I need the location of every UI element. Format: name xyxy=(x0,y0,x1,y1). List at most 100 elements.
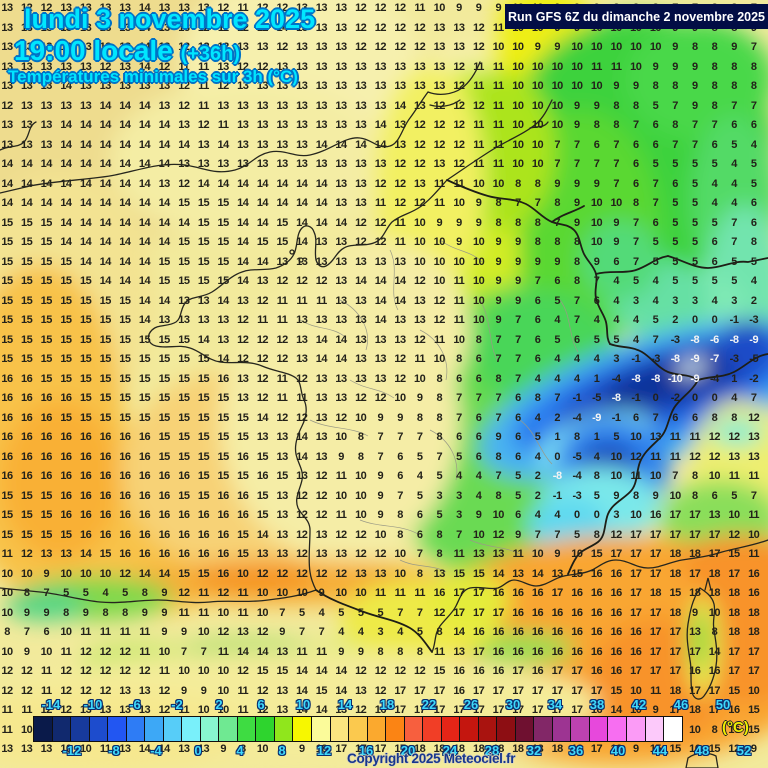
temp-value: 15 xyxy=(119,295,131,307)
temp-value: 10 xyxy=(21,724,33,736)
temp-value: 15 xyxy=(178,275,190,287)
temp-value: 18 xyxy=(728,607,740,619)
temp-value: 12 xyxy=(611,529,623,541)
temp-value: 13 xyxy=(100,704,112,716)
temp-value: 15 xyxy=(591,548,603,560)
temp-value: 9 xyxy=(495,236,501,248)
temp-value: 13 xyxy=(414,80,426,92)
temp-value: 4 xyxy=(712,178,718,190)
temp-value: 7 xyxy=(397,431,403,443)
temp-value: 15 xyxy=(21,529,33,541)
temp-value: 14 xyxy=(139,139,151,151)
temp-value: 8 xyxy=(436,548,442,560)
temp-value: 18 xyxy=(296,724,308,736)
temp-value: 15 xyxy=(41,373,53,385)
temp-value: 13 xyxy=(1,743,13,755)
temp-value: 10 xyxy=(611,41,623,53)
temp-value: 5 xyxy=(554,295,560,307)
temp-value: 13 xyxy=(296,61,308,73)
temp-value: 16 xyxy=(237,490,249,502)
temp-value: 11 xyxy=(336,470,347,482)
temp-value: 4 xyxy=(397,626,403,638)
temp-value: 9 xyxy=(24,607,30,619)
temp-value: -8 xyxy=(631,373,640,385)
temp-value: 8 xyxy=(397,529,403,541)
temp-value: 17 xyxy=(630,529,642,541)
temp-value: 13 xyxy=(414,178,426,190)
temp-value: 12 xyxy=(218,2,230,14)
temp-value: 7 xyxy=(751,392,757,404)
temp-value: 5 xyxy=(712,158,718,170)
temp-value: 14 xyxy=(296,217,308,229)
temp-value: 14 xyxy=(41,178,53,190)
temp-value: 12 xyxy=(1,100,13,112)
temp-value: 15 xyxy=(1,295,13,307)
temp-value: 12 xyxy=(355,236,367,248)
temp-value: 6 xyxy=(672,412,678,424)
temp-value: 12 xyxy=(257,334,269,346)
temp-value: 13 xyxy=(159,314,171,326)
temp-value: 12 xyxy=(453,139,465,151)
temp-value: 14 xyxy=(80,197,92,209)
temp-value: 8 xyxy=(83,724,89,736)
temp-value: 10 xyxy=(276,724,288,736)
temp-value: 15 xyxy=(237,412,249,424)
temp-value: 8 xyxy=(712,100,718,112)
temp-value: 15 xyxy=(198,451,210,463)
temp-value: 12 xyxy=(296,412,308,424)
temp-value: 12 xyxy=(100,665,112,677)
temp-value: 14 xyxy=(60,139,72,151)
temp-value: 7 xyxy=(731,217,737,229)
temp-value: 16 xyxy=(218,490,230,502)
temp-value: 6 xyxy=(476,431,482,443)
temp-value: 14 xyxy=(335,665,347,677)
temp-value: 14 xyxy=(119,158,131,170)
temp-value: 5 xyxy=(653,236,659,248)
temp-value: 1 xyxy=(731,373,737,385)
temp-value: 10 xyxy=(414,256,426,268)
temp-value: 13 xyxy=(276,685,288,697)
temp-value: 9 xyxy=(613,490,619,502)
temp-value: 18 xyxy=(689,548,701,560)
temp-value: 7 xyxy=(633,236,639,248)
temp-value: 16 xyxy=(60,392,72,404)
temp-value: 14 xyxy=(100,139,112,151)
temp-value: 9 xyxy=(378,490,384,502)
temp-value: 12 xyxy=(335,412,347,424)
temp-value: 11 xyxy=(21,704,32,716)
temp-value: 12 xyxy=(434,100,446,112)
temp-value: 16 xyxy=(41,451,53,463)
temp-value: 15 xyxy=(237,470,249,482)
temp-value: 15 xyxy=(159,373,171,385)
temp-value: 9 xyxy=(378,412,384,424)
temp-value: 4 xyxy=(535,509,541,521)
temp-value: 12 xyxy=(414,22,426,34)
temp-value: 12 xyxy=(237,334,249,346)
temp-value: 18 xyxy=(728,587,740,599)
temp-value: 8 xyxy=(417,568,423,580)
temp-value: 16 xyxy=(100,470,112,482)
temp-value: 13 xyxy=(139,704,151,716)
temp-value: 13 xyxy=(375,256,387,268)
temp-value: 11 xyxy=(493,80,504,92)
temp-value: 16 xyxy=(119,490,131,502)
temp-value: 14 xyxy=(159,139,171,151)
temp-value: 15 xyxy=(21,509,33,521)
temp-value: 5 xyxy=(731,139,737,151)
temp-value: 4 xyxy=(574,353,580,365)
temp-value: 16 xyxy=(493,587,505,599)
temp-value: 9 xyxy=(495,314,501,326)
temp-value: 15 xyxy=(257,451,269,463)
temp-value: 14 xyxy=(80,139,92,151)
temp-value: 10 xyxy=(532,119,544,131)
temp-value: 13 xyxy=(257,119,269,131)
temp-value: 2 xyxy=(554,412,560,424)
temp-value: 7 xyxy=(633,217,639,229)
temp-value: 16 xyxy=(100,490,112,502)
temp-value: 15 xyxy=(41,509,53,521)
temp-value: 9 xyxy=(515,256,521,268)
temp-value: 16 xyxy=(80,451,92,463)
temp-value: 13 xyxy=(689,626,701,638)
temp-value: 17 xyxy=(650,626,662,638)
temp-value: 6 xyxy=(653,139,659,151)
